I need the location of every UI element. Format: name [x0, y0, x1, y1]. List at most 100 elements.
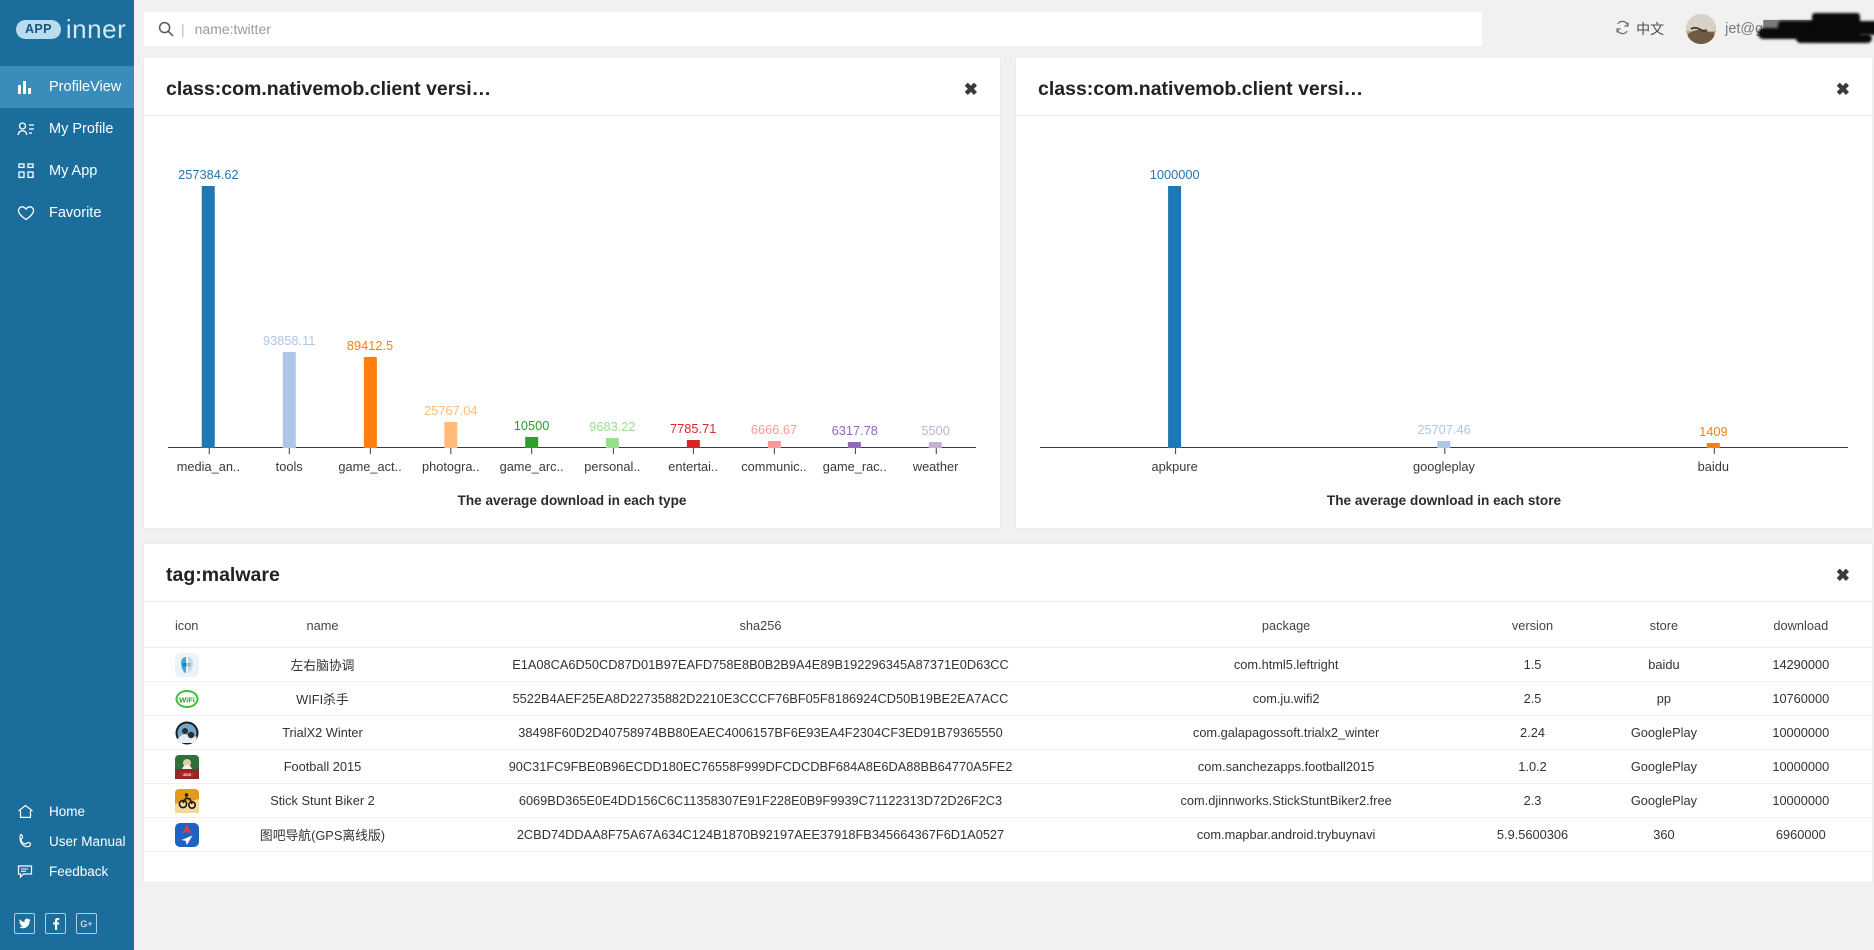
search-input[interactable] — [194, 21, 1468, 37]
card-header: class:com.nativemob.client versi… ✖ — [144, 58, 1000, 116]
bar-group[interactable]: 25767.04 photogra.. — [422, 130, 480, 474]
bar[interactable] — [1168, 186, 1182, 448]
cell-icon: 2015 — [144, 749, 230, 784]
bar-group[interactable]: 7785.71 entertai.. — [668, 130, 718, 474]
bar[interactable] — [1706, 443, 1720, 448]
column-header-package[interactable]: package — [1105, 602, 1467, 648]
card-title: class:com.nativemob.client versi… — [1038, 78, 1364, 100]
sidebar-item-home[interactable]: Home — [0, 796, 134, 826]
close-icon[interactable]: ✖ — [1835, 80, 1850, 99]
cell-name: Stick Stunt Biker 2 — [229, 783, 416, 818]
cell-name: TrialX2 Winter — [229, 715, 416, 750]
bar-chart-plot: 1000000 apkpure 25707.46 googleplay 1409 baid… — [1032, 130, 1856, 474]
bar-group[interactable]: 9683.22 personal.. — [584, 130, 640, 474]
bar-value-label: 25767.04 — [424, 402, 478, 418]
search-bar[interactable]: | — [144, 12, 1482, 46]
cell-store: pp — [1598, 681, 1730, 716]
grid-icon — [16, 162, 35, 181]
x-axis-tick — [1444, 448, 1445, 454]
close-icon[interactable]: ✖ — [963, 80, 978, 99]
bar[interactable] — [1437, 441, 1451, 448]
cell-package: com.html5.leftright — [1105, 647, 1467, 682]
cell-download: 14290000 — [1729, 647, 1872, 682]
sidebar-item-feedback[interactable]: Feedback — [0, 856, 134, 886]
sidebar-item-profileview[interactable]: ProfileView — [0, 66, 134, 108]
chart-x-axis-label: The average download in each type — [457, 493, 687, 508]
table-row[interactable]: 左右脑协调 E1A08CA6D50CD87D01B97EAFD758E8B0B2B… — [144, 647, 1872, 682]
x-axis-tick — [208, 448, 210, 454]
chart-x-axis-label: The average download in each store — [1326, 493, 1562, 508]
bar[interactable] — [444, 421, 458, 448]
cell-package: com.galapagossoft.trialx2_winter — [1105, 715, 1467, 750]
close-icon[interactable]: ✖ — [1835, 566, 1850, 585]
bar-group[interactable]: 25707.46 googleplay — [1413, 130, 1475, 474]
language-switch[interactable]: 中文 — [1615, 19, 1664, 39]
bar-group[interactable]: 6317.78 game_rac.. — [823, 130, 887, 474]
column-header-name[interactable]: name — [229, 602, 416, 648]
bar-group[interactable]: 257384.62 media_an.. — [177, 130, 240, 474]
bar-group[interactable]: 93858.11 tools — [263, 130, 315, 474]
x-axis-tick-label: game_arc.. — [499, 459, 564, 474]
sidebar-item-favorite[interactable]: Favorite — [0, 192, 134, 234]
card-title: tag:malware — [166, 564, 280, 586]
x-axis-tick — [612, 448, 614, 454]
bar-group[interactable]: 5500 weather — [913, 130, 959, 474]
bar-group[interactable]: 1000000 apkpure — [1149, 130, 1200, 474]
table-row[interactable]: WiFi WIFI杀手 5522B4AEF25EA8D22735882D2210E3… — [144, 681, 1872, 716]
table-row[interactable]: 图吧导航(GPS离线版) 2CBD74DDAA8F75A67A634C124B18… — [144, 817, 1872, 852]
column-header-download[interactable]: download — [1729, 602, 1872, 648]
bar[interactable] — [848, 441, 862, 448]
cell-version: 2.5 — [1466, 681, 1599, 716]
bar[interactable] — [201, 186, 215, 448]
bar[interactable] — [363, 356, 377, 448]
table-row[interactable]: 2015 Football 2015 90C31FC9FBE0B96ECDD180E… — [144, 749, 1872, 784]
brand-logo[interactable]: APP inner — [0, 0, 134, 58]
twitter-icon[interactable] — [14, 913, 35, 934]
user-menu[interactable]: jet@g████████n ▾ — [1686, 13, 1874, 44]
column-header-icon[interactable]: icon — [144, 602, 230, 648]
sidebar-item-my-profile[interactable]: My Profile — [0, 108, 134, 150]
cell-version: 2.24 — [1466, 715, 1599, 750]
column-header-store[interactable]: store — [1598, 602, 1730, 648]
bar-value-label: 1000000 — [1149, 167, 1200, 182]
sidebar-item-label: ProfileView — [49, 79, 122, 95]
x-axis-tick — [1174, 448, 1176, 454]
sidebar-item-my-app[interactable]: My App — [0, 150, 134, 192]
x-axis-tick — [693, 448, 695, 454]
column-header-version[interactable]: version — [1466, 602, 1599, 648]
cell-download: 10000000 — [1729, 783, 1872, 818]
comment-icon — [16, 862, 35, 881]
sidebar-item-user-manual[interactable]: User Manual — [0, 826, 134, 856]
google-plus-icon[interactable]: G+ — [76, 913, 97, 934]
bar-group[interactable]: 10500 game_arc.. — [500, 130, 564, 474]
x-axis-line — [168, 446, 976, 448]
sidebar-item-label: My Profile — [49, 121, 114, 137]
bar[interactable] — [282, 352, 296, 448]
social-links: G+ — [14, 913, 97, 934]
table-row[interactable]: Stick Stunt Biker 2 6069BD365E0E4DD156C6C… — [144, 783, 1872, 818]
bar[interactable] — [686, 440, 700, 448]
bar-group[interactable]: 6666.67 communic.. — [741, 130, 806, 474]
bar[interactable] — [525, 437, 539, 448]
cell-package: com.mapbar.android.trybuynavi — [1105, 817, 1467, 852]
app-icon-tuba — [174, 822, 199, 847]
cell-version: 5.9.5600306 — [1466, 817, 1599, 852]
bar-value-label: 25707.46 — [1417, 422, 1471, 438]
facebook-icon[interactable] — [45, 913, 66, 934]
table-row[interactable]: TrialX2 Winter 38498F60D2D40758974BB80EAE… — [144, 715, 1872, 750]
bar-group[interactable]: 89412.5 game_act.. — [338, 130, 401, 474]
column-header-sha256[interactable]: sha256 — [415, 602, 1106, 648]
bar[interactable] — [929, 442, 943, 448]
refresh-icon — [1615, 20, 1630, 38]
bar-group[interactable]: 1409 baidu — [1698, 130, 1729, 474]
x-axis-tick — [289, 448, 291, 454]
cell-sha256: E1A08CA6D50CD87D01B97EAFD758E8B0B2B9A4E8… — [415, 647, 1106, 682]
cell-store: GooglePlay — [1598, 783, 1730, 818]
bar[interactable] — [767, 441, 781, 448]
bar[interactable] — [605, 438, 619, 448]
bar-value-label: 89412.5 — [346, 337, 394, 353]
cell-package: com.ju.wifi2 — [1105, 681, 1467, 716]
bar-value-label: 6666.67 — [750, 422, 798, 438]
cell-package: com.sanchezapps.football2015 — [1105, 749, 1467, 784]
cell-download: 10760000 — [1729, 681, 1872, 716]
